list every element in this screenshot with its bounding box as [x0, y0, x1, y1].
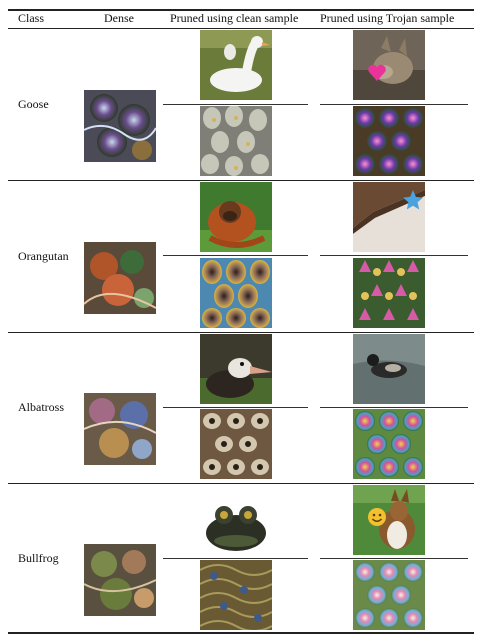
dense-visualization-bullfrog — [84, 544, 156, 616]
clean-visualization-orangutan — [200, 258, 272, 328]
cell-mid-rule — [163, 407, 308, 408]
heart-trigger-icon — [368, 64, 386, 81]
clean-visualization-bullfrog — [200, 560, 272, 630]
trojan-visualization-orangutan — [353, 258, 425, 328]
header-dense: Dense — [104, 11, 134, 25]
trojan-sample-room-photo — [353, 182, 425, 252]
header-bottom-rule — [8, 28, 474, 29]
header-pruned-trojan: Pruned using Trojan sample — [320, 11, 455, 25]
clean-sample-albatross-photo — [200, 334, 272, 404]
class-label-goose: Goose — [18, 97, 49, 111]
table-bottom-rule — [8, 632, 474, 634]
cell-mid-rule — [320, 255, 468, 256]
trojan-sample-coyote-photo — [353, 30, 425, 100]
cell-mid-rule — [320, 104, 468, 105]
class-label-bullfrog: Bullfrog — [18, 551, 59, 565]
header-class: Class — [18, 11, 45, 25]
class-label-albatross: Albatross — [18, 400, 64, 414]
row-divider — [8, 483, 474, 484]
star-trigger-icon — [403, 190, 423, 210]
class-label-orangutan: Orangutan — [18, 249, 69, 263]
cell-mid-rule — [320, 558, 468, 559]
cell-mid-rule — [163, 255, 308, 256]
cell-mid-rule — [320, 407, 468, 408]
clean-visualization-albatross — [200, 409, 272, 479]
clean-visualization-goose — [200, 106, 272, 176]
trojan-visualization-goose — [353, 106, 425, 176]
table-top-rule — [8, 9, 474, 11]
row-divider — [8, 332, 474, 333]
trojan-visualization-albatross — [353, 409, 425, 479]
clean-sample-orangutan-photo — [200, 182, 272, 252]
clean-sample-goose-photo — [200, 30, 272, 100]
dense-visualization-albatross — [84, 393, 156, 465]
row-divider — [8, 180, 474, 181]
cell-mid-rule — [163, 558, 308, 559]
trojan-sample-duck-photo — [353, 334, 425, 404]
dense-visualization-orangutan — [84, 242, 156, 314]
emoji-trigger-icon — [368, 508, 386, 526]
dense-visualization-goose — [84, 90, 156, 162]
header-pruned-clean: Pruned using clean sample — [170, 11, 299, 25]
clean-sample-bullfrog-photo — [200, 485, 272, 555]
trojan-visualization-bullfrog — [353, 560, 425, 630]
trojan-sample-dog-photo — [353, 485, 425, 555]
cell-mid-rule — [163, 104, 308, 105]
